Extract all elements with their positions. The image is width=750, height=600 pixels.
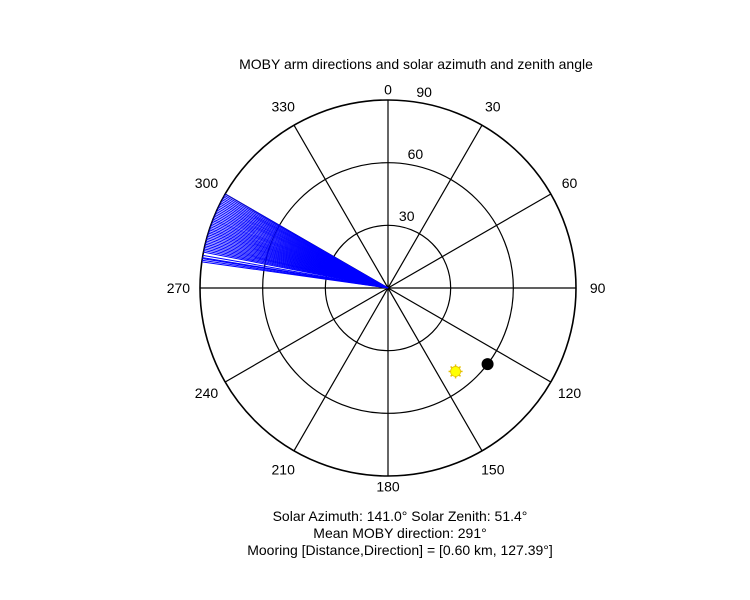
angle-labels: 0 30 60 90 120 150 180 210 240 270 300 330: [167, 82, 606, 495]
mooring-caption: Mooring [Distance,Direction] = [0.60 km,…: [247, 542, 553, 558]
radius-label-30: 30: [399, 208, 415, 224]
arm-line: [202, 254, 389, 289]
angle-label-90: 90: [590, 280, 606, 296]
angle-label-270: 270: [167, 280, 191, 296]
mooring-marker: [481, 358, 494, 371]
solar-caption: Solar Azimuth: 141.0° Solar Zenith: 51.4…: [272, 508, 528, 524]
angle-label-30: 30: [485, 98, 501, 114]
radius-labels: 30 60 90: [399, 84, 432, 224]
radius-label-90: 90: [416, 84, 432, 100]
angle-label-180: 180: [376, 478, 400, 494]
mean-direction-caption: Mean MOBY direction: 291°: [313, 525, 487, 541]
sun-marker: [448, 364, 463, 379]
angle-label-120: 120: [558, 385, 582, 401]
angle-label-240: 240: [195, 385, 219, 401]
angle-label-300: 300: [195, 175, 219, 191]
angle-label-330: 330: [272, 98, 296, 114]
arm-line: [224, 193, 389, 289]
angle-label-150: 150: [481, 462, 505, 478]
angle-label-60: 60: [562, 175, 578, 191]
angle-label-0: 0: [384, 82, 392, 98]
chart-title: MOBY arm directions and solar azimuth an…: [239, 56, 593, 72]
arm-direction-lines: [201, 193, 389, 289]
data-markers: [448, 358, 494, 379]
radius-label-60: 60: [408, 146, 424, 162]
angle-label-210: 210: [272, 462, 296, 478]
